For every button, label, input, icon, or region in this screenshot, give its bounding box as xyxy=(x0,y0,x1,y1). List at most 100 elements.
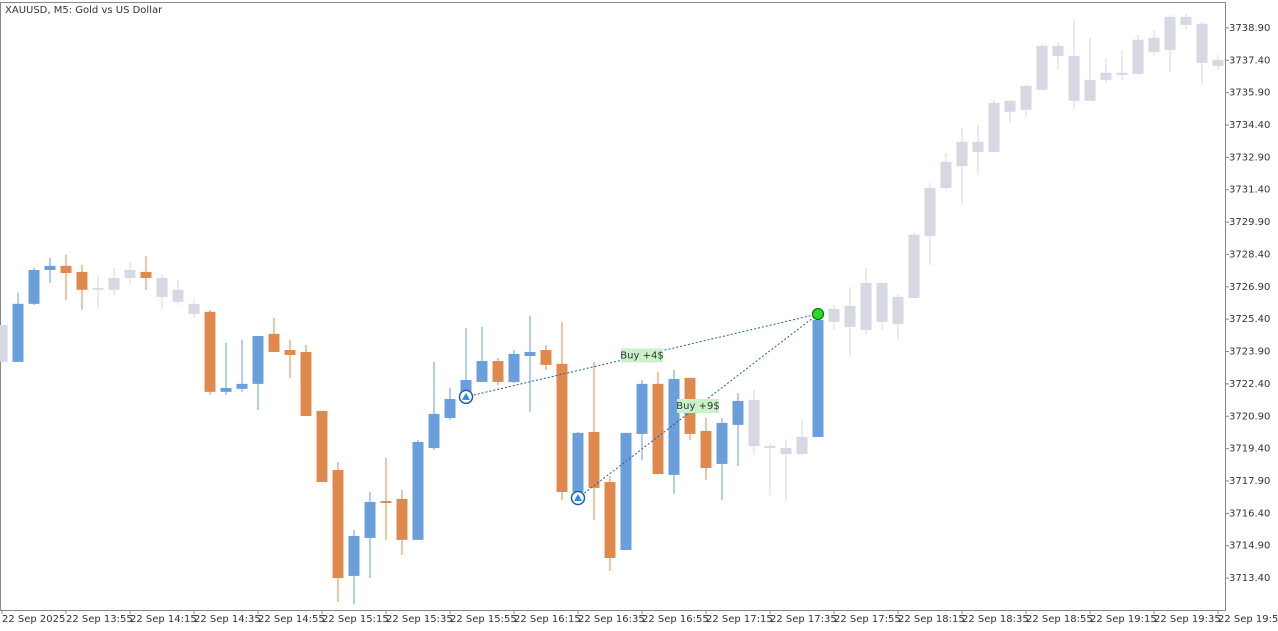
x-tick-label: 22 Sep 17:15 xyxy=(706,614,773,625)
candle-body xyxy=(652,383,664,475)
candle-body xyxy=(348,535,360,576)
candle-body xyxy=(444,398,456,418)
candle-body xyxy=(492,361,504,382)
x-tick-label: 22 Sep 15:55 xyxy=(450,614,517,625)
candle-body xyxy=(284,350,296,355)
candle-body xyxy=(412,441,424,540)
x-tick-label: 22 Sep 16:55 xyxy=(642,614,709,625)
x-tick-label: 22 Sep 15:15 xyxy=(322,614,389,625)
candle-body xyxy=(428,413,440,448)
candle-body xyxy=(1004,100,1016,112)
y-tick-label: 3734.40 xyxy=(1229,120,1270,131)
candle-body xyxy=(636,383,648,434)
y-tick-label: 3716.40 xyxy=(1229,508,1270,519)
candle-body xyxy=(620,432,632,551)
candle-body xyxy=(1036,45,1048,90)
trade-label: Buy +4$ xyxy=(620,350,663,361)
candle-body xyxy=(188,303,200,314)
candle-body xyxy=(780,447,792,455)
y-tick-label: 3713.40 xyxy=(1229,573,1270,584)
candle-body xyxy=(1212,59,1224,66)
candle-body xyxy=(524,351,536,357)
candle-body xyxy=(572,432,584,492)
y-tick-label: 3737.40 xyxy=(1229,55,1270,66)
trade-label-bg xyxy=(621,348,663,363)
candle-body xyxy=(908,234,920,299)
y-tick-label: 3720.90 xyxy=(1229,411,1270,422)
candle-body xyxy=(796,436,808,455)
candle-body xyxy=(236,383,248,389)
candle-body xyxy=(1148,37,1160,52)
x-tick-label: 22 Sep 19:35 xyxy=(1154,614,1221,625)
x-tick-label: 22 Sep 18:15 xyxy=(898,614,965,625)
exit-marker xyxy=(812,307,824,320)
candle-body xyxy=(876,282,888,322)
candle-body xyxy=(172,289,184,302)
y-tick-label: 3726.90 xyxy=(1229,282,1270,293)
x-tick-label: 22 Sep 18:55 xyxy=(1026,614,1093,625)
candle-body xyxy=(268,333,280,352)
candle-body xyxy=(1196,23,1208,63)
chart-title: XAUUSD, M5: Gold vs US Dollar xyxy=(5,5,163,16)
x-tick-label: 22 Sep 19:15 xyxy=(1090,614,1157,625)
candle-body xyxy=(1164,16,1176,50)
x-tick-label: 22 Sep 15:35 xyxy=(386,614,453,625)
x-tick-label: 22 Sep 17:55 xyxy=(834,614,901,625)
candle-body xyxy=(44,265,56,270)
candle-body xyxy=(1084,79,1096,101)
candle-body xyxy=(588,432,600,488)
candle-body xyxy=(204,311,216,392)
candle-body xyxy=(108,277,120,290)
candle-body xyxy=(988,102,1000,152)
y-tick-label: 3722.40 xyxy=(1229,379,1270,390)
candle-body xyxy=(972,141,984,152)
candle-body xyxy=(940,161,952,188)
x-tick-label: 22 Sep 14:15 xyxy=(130,614,197,625)
candle-body xyxy=(140,271,152,278)
candle-body xyxy=(252,335,264,384)
trade-line xyxy=(577,313,819,499)
candle-body xyxy=(380,501,392,503)
x-tick-label: 22 Sep 14:55 xyxy=(258,614,325,625)
candle-body xyxy=(700,430,712,469)
trade-label: Buy +9$ xyxy=(676,401,719,412)
candle-body xyxy=(12,303,24,362)
x-tick-label: 22 Sep 17:35 xyxy=(770,614,837,625)
y-tick-label: 3729.90 xyxy=(1229,217,1270,228)
candle-body xyxy=(60,265,72,273)
y-tick-label: 3728.40 xyxy=(1229,249,1270,260)
y-tick-label: 3731.40 xyxy=(1229,185,1270,196)
candle-body xyxy=(124,269,136,278)
candle-body xyxy=(604,482,616,559)
candle-body xyxy=(1132,39,1144,74)
x-tick-label: 22 Sep 19:55 xyxy=(1218,614,1278,625)
candle-body xyxy=(76,271,88,290)
candle-body xyxy=(924,187,936,236)
candle-body xyxy=(220,387,232,392)
candle-body xyxy=(1116,72,1128,75)
x-tick-label: 22 Sep 13:55 xyxy=(66,614,133,625)
x-tick-label: 22 Sep 2025 xyxy=(2,614,65,625)
trade-label-bg xyxy=(677,399,719,414)
candle-body xyxy=(732,400,744,425)
entry-arrow xyxy=(462,392,470,400)
x-tick-label: 22 Sep 14:35 xyxy=(194,614,261,625)
candle-body xyxy=(92,287,104,290)
candle-body xyxy=(812,320,824,437)
candle-body xyxy=(716,422,728,464)
candle-body xyxy=(364,501,376,538)
candle-body xyxy=(460,380,472,398)
x-tick-label: 22 Sep 16:15 xyxy=(514,614,581,625)
candle-body xyxy=(1020,85,1032,110)
y-tick-label: 3717.90 xyxy=(1229,476,1270,487)
candle-body xyxy=(828,309,840,322)
candle-body xyxy=(860,282,872,330)
candle-body xyxy=(892,296,904,324)
x-tick-label: 22 Sep 18:35 xyxy=(962,614,1029,625)
y-tick-label: 3725.40 xyxy=(1229,314,1270,325)
y-tick-label: 3732.90 xyxy=(1229,152,1270,163)
candle-body xyxy=(1180,16,1192,25)
y-tick-label: 3714.90 xyxy=(1229,541,1270,552)
